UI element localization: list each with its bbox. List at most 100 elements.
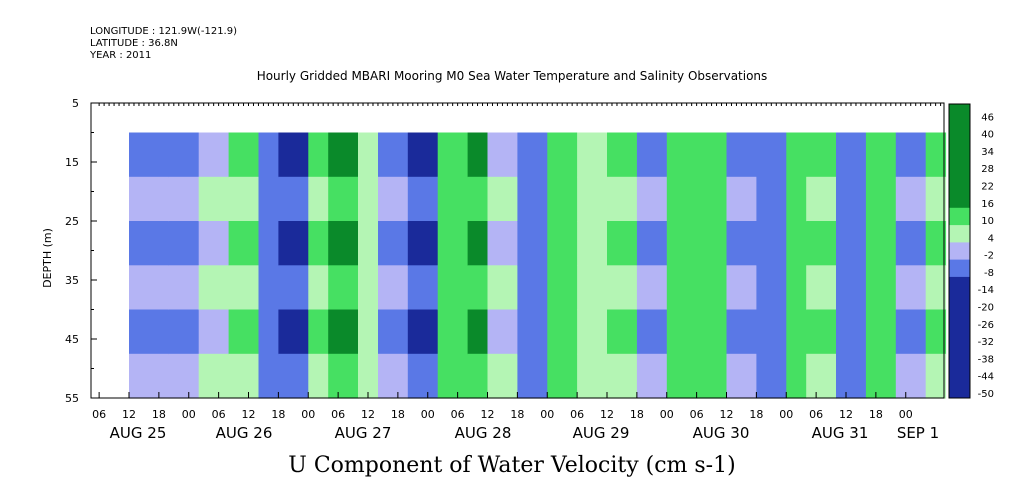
x-tick-label: 12 <box>839 408 853 421</box>
heatmap-cell <box>467 265 488 311</box>
heatmap-cell <box>517 221 548 266</box>
y-axis-label: DEPTH (m) <box>41 228 54 288</box>
x-date-label: AUG 25 <box>110 424 167 442</box>
x-tick-label: 00 <box>540 408 554 421</box>
heatmap-cell <box>607 132 638 178</box>
heatmap-cell <box>278 353 309 399</box>
x-tick-label: 18 <box>271 408 285 421</box>
colorbar-label: 46 <box>981 112 994 123</box>
x-date-label: AUG 29 <box>573 424 630 442</box>
heatmap-cell <box>895 132 927 178</box>
x-tick-label: 18 <box>749 408 763 421</box>
heatmap-cell <box>168 265 200 311</box>
heatmap-cell <box>836 353 867 399</box>
heatmap-cell <box>806 353 837 399</box>
heatmap-cell <box>328 265 359 311</box>
heatmap-cell <box>636 132 668 178</box>
heatmap-cell <box>198 353 230 399</box>
heatmap-cell <box>358 132 379 178</box>
heatmap-cell <box>258 265 279 311</box>
colorbar-label: -50 <box>978 389 994 400</box>
x-tick-label: 06 <box>451 408 465 421</box>
heatmap-cell <box>666 265 698 311</box>
colorbar-swatch <box>949 104 970 122</box>
colorbar-label: -26 <box>978 320 994 331</box>
heatmap-cell <box>378 353 409 399</box>
heatmap-cell <box>836 221 867 266</box>
heatmap-cell <box>726 353 757 399</box>
heatmap-cell <box>577 176 608 222</box>
colorbar-label: 22 <box>981 182 994 193</box>
heatmap-cell <box>278 221 309 266</box>
heatmap-cell <box>378 265 409 311</box>
heatmap-cell <box>198 265 230 311</box>
heatmap-cell <box>467 309 488 355</box>
chart-title: Hourly Gridded MBARI Mooring M0 Sea Wate… <box>256 69 768 83</box>
x-tick-label: 06 <box>331 408 345 421</box>
heatmap-cell <box>308 265 329 311</box>
heatmap-cell <box>806 309 837 355</box>
heatmap-cell <box>467 176 488 222</box>
heatmap-cell <box>547 221 578 266</box>
heatmap-cell <box>786 132 807 178</box>
heatmap-cell <box>756 265 787 311</box>
colorbar-label: -14 <box>978 285 994 296</box>
heatmap-cell <box>895 265 927 311</box>
x-date-label: AUG 26 <box>216 424 273 442</box>
x-tick-label: 06 <box>92 408 106 421</box>
heatmap-cell <box>129 176 170 222</box>
heatmap-cell <box>517 353 548 399</box>
heatmap-cell <box>925 265 947 311</box>
heatmap-cell <box>258 353 279 399</box>
heatmap-cell <box>378 309 409 355</box>
colorbar-swatch <box>949 346 970 364</box>
heatmap-cell <box>895 176 927 222</box>
heatmap-cell <box>756 132 787 178</box>
heatmap-cell <box>487 353 518 399</box>
heatmap-cell <box>228 309 259 355</box>
x-tick-label: 06 <box>690 408 704 421</box>
heatmap-cell <box>756 221 787 266</box>
heatmap-cell <box>308 176 329 222</box>
heatmap-cell <box>328 132 359 178</box>
colorbar: 46 40 34 28 22 16 10 4 -2 -8 -14 -20 -26 -32 -38 -44 -50 <box>948 103 994 400</box>
heatmap-cell <box>607 309 638 355</box>
heatmap-cell <box>925 221 947 266</box>
heatmap-cell <box>487 265 518 311</box>
heatmap-cell <box>726 309 757 355</box>
colorbar-label: -2 <box>984 251 994 262</box>
heatmap-cell <box>258 176 279 222</box>
heatmap-cell <box>607 221 638 266</box>
heatmap-cell <box>925 176 947 222</box>
colorbar-swatch <box>949 311 970 330</box>
colorbar-swatch <box>949 225 970 243</box>
heatmap-cell <box>228 221 259 266</box>
heatmap-cell <box>168 176 200 222</box>
x-tick-label: 18 <box>152 408 166 421</box>
x-tick-label: 12 <box>481 408 495 421</box>
heatmap-cell <box>607 353 638 399</box>
heatmap-cell <box>547 353 578 399</box>
colorbar-label: -44 <box>978 372 994 383</box>
heatmap-cell <box>836 176 867 222</box>
heatmap-cell <box>607 176 638 222</box>
heatmap-cell <box>328 309 359 355</box>
x-date-label: AUG 27 <box>335 424 392 442</box>
heatmap-cell <box>836 309 867 355</box>
heatmap-cell <box>607 265 638 311</box>
x-tick-label: 06 <box>212 408 226 421</box>
colorbar-label: 16 <box>981 199 994 210</box>
heatmap-cell <box>517 176 548 222</box>
heatmap-cell <box>636 309 668 355</box>
x-tick-label: 18 <box>869 408 883 421</box>
heatmap-cell <box>726 132 757 178</box>
heatmap-cell <box>358 309 379 355</box>
heatmap-cell <box>129 309 170 355</box>
colorbar-label: 34 <box>981 147 994 158</box>
heatmap-cell <box>577 265 608 311</box>
heatmap-cell <box>198 309 230 355</box>
heatmap-cell <box>865 176 897 222</box>
x-tick-label: 18 <box>391 408 405 421</box>
heatmap-cell <box>517 132 548 178</box>
heatmap-cell <box>666 221 698 266</box>
